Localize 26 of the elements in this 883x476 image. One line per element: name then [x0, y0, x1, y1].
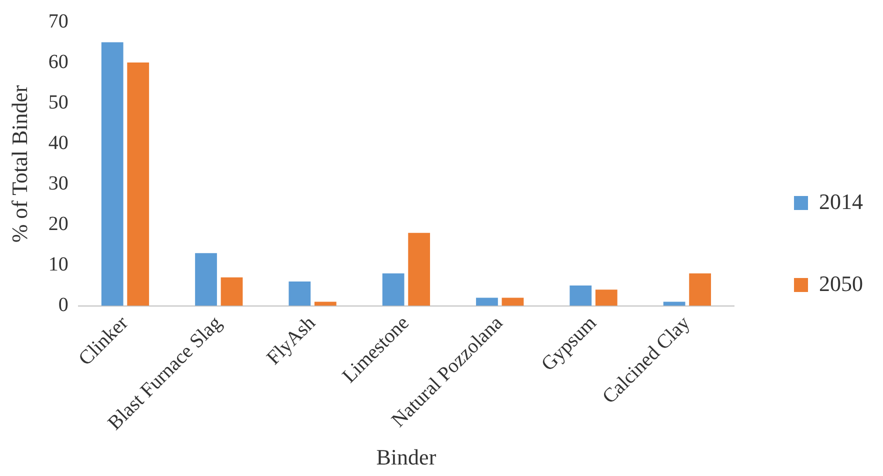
y-tick-label: 50 [48, 91, 68, 114]
y-tick-label: 60 [48, 50, 68, 73]
bar [382, 273, 404, 306]
bar [476, 298, 498, 306]
bar [502, 298, 524, 306]
y-tick-label: 20 [48, 212, 68, 235]
bar [195, 253, 217, 306]
y-tick-label: 10 [48, 254, 68, 276]
y-tick-label: 30 [48, 172, 68, 194]
y-tick-label: 40 [48, 132, 68, 154]
bar [689, 273, 711, 306]
legend-label: 2014 [819, 188, 863, 214]
y-axis-title: % of Total Binder [6, 84, 32, 243]
bar [220, 277, 243, 306]
bar [288, 281, 311, 306]
bar [570, 286, 592, 306]
bar [127, 62, 150, 306]
bar [663, 302, 686, 306]
bar [408, 232, 430, 306]
legend-label: 2050 [819, 270, 863, 296]
bar [101, 42, 124, 306]
bar [314, 302, 336, 306]
y-tick-label: 0 [58, 294, 68, 316]
bar [595, 290, 618, 306]
x-axis-title: Binder [376, 444, 437, 470]
y-tick-label: 70 [48, 10, 68, 32]
